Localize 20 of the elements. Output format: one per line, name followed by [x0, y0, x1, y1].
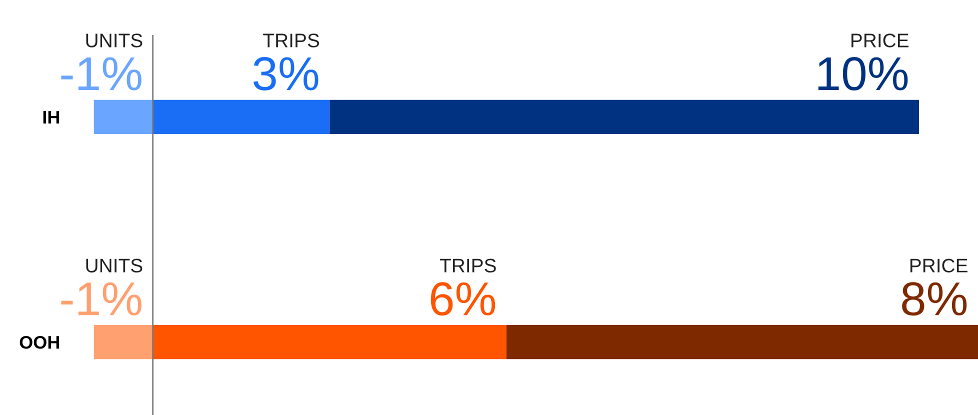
y-tick-label: IH: [43, 111, 60, 124]
bar: [94, 100, 153, 134]
bar: [506, 324, 978, 360]
data-label: 8%: [902, 282, 967, 316]
data-label: -1%: [61, 282, 142, 316]
text: PRICE: [852, 34, 908, 48]
data-label: 3%: [253, 57, 318, 90]
data-label: -1%: [61, 57, 142, 90]
text: TRIPS: [263, 34, 320, 48]
text: UNITS: [86, 34, 142, 48]
bar: [94, 324, 153, 360]
text: PRICE: [910, 258, 968, 272]
text: TRIPS: [440, 258, 496, 272]
y-tick-label: OOH: [20, 336, 60, 349]
bar: [152, 324, 506, 360]
data-label: 10%: [818, 57, 908, 90]
bar: [330, 100, 920, 134]
bar: [152, 100, 330, 134]
text: UNITS: [86, 258, 142, 272]
data-label: 6%: [430, 282, 496, 316]
